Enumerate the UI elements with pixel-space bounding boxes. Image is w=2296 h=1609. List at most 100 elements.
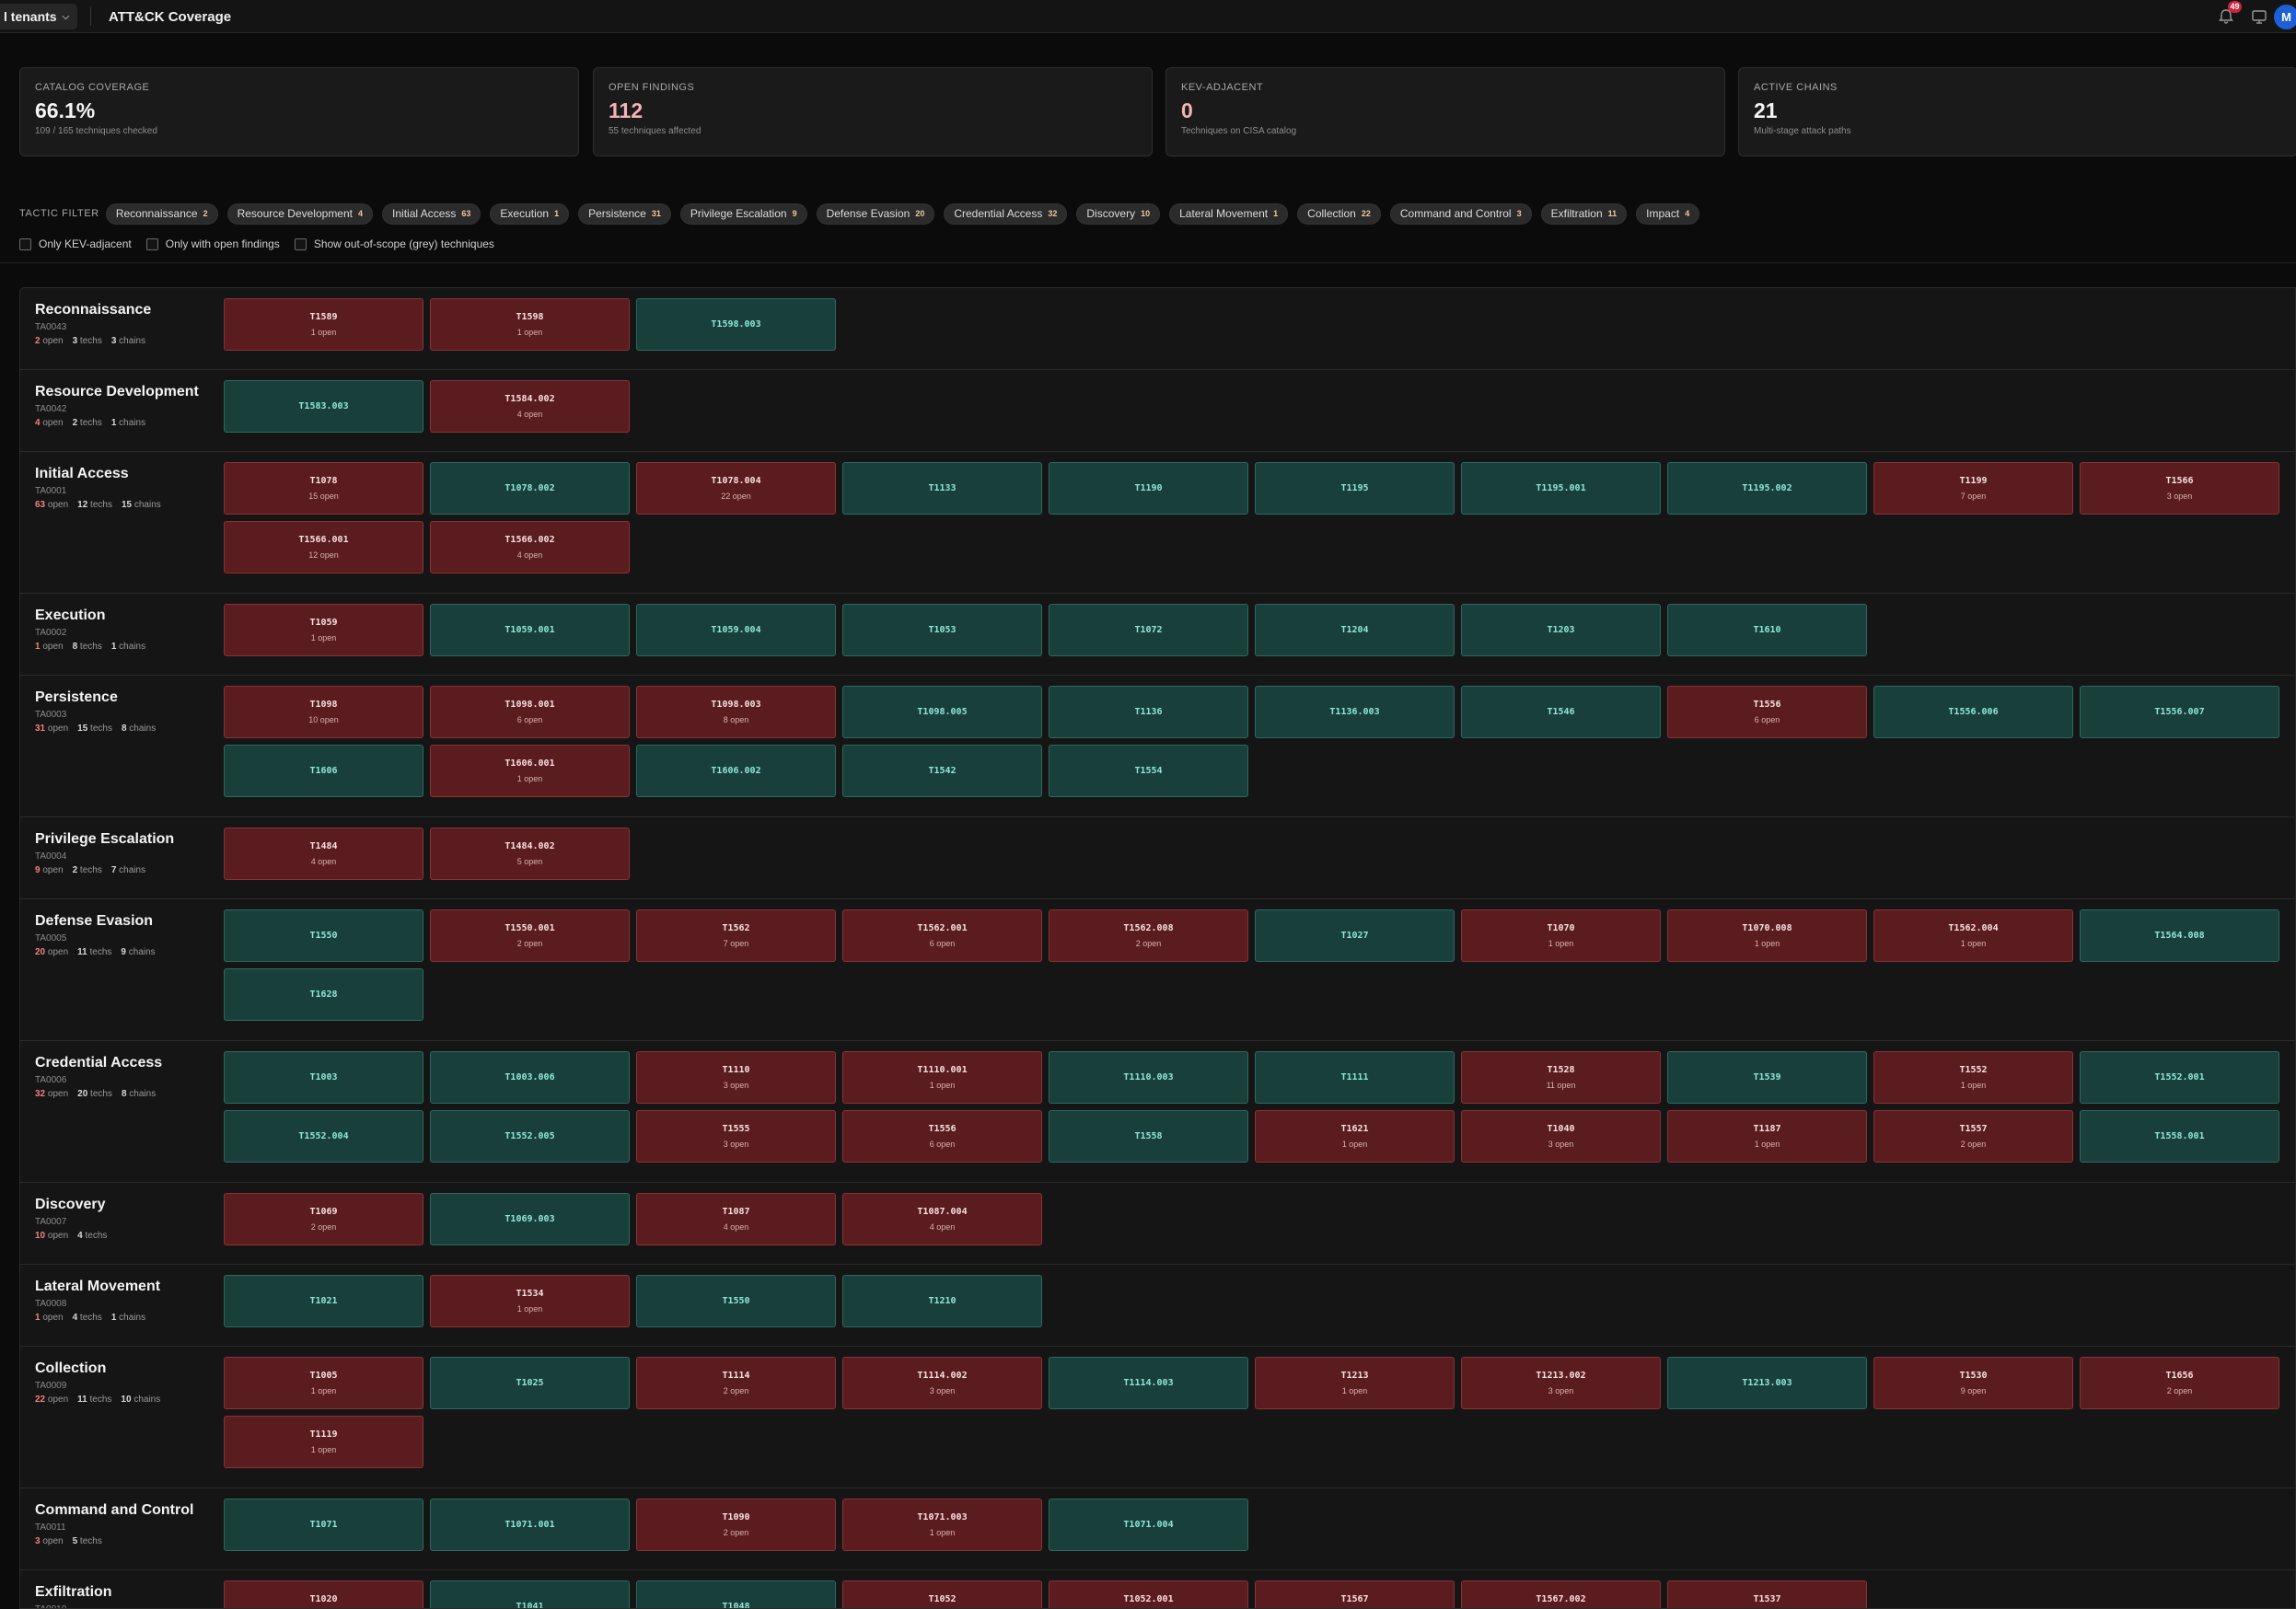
technique-tile-finding[interactable]: T1040 3 open — [1461, 1110, 1661, 1163]
technique-tile-finding[interactable]: T1484.002 5 open — [430, 828, 630, 880]
technique-tile-covered[interactable]: T1628 — [224, 968, 423, 1021]
technique-tile-finding[interactable]: T1070.008 1 open — [1667, 909, 1867, 962]
technique-tile-covered[interactable]: T1556.006 — [1873, 686, 2073, 738]
technique-tile-finding[interactable]: T1069 2 open — [224, 1193, 423, 1245]
technique-tile-finding[interactable]: T1114.002 3 open — [842, 1357, 1042, 1409]
technique-tile-finding[interactable]: T1534 1 open — [430, 1275, 630, 1327]
technique-tile-covered[interactable]: T1546 — [1461, 686, 1661, 738]
technique-tile-covered[interactable]: T1564.008 — [2080, 909, 2279, 962]
technique-tile-covered[interactable]: T1025 — [430, 1357, 630, 1409]
tactic-filter-chip[interactable]: Execution 1 — [490, 203, 570, 225]
technique-tile-covered[interactable]: T1003 — [224, 1051, 423, 1104]
technique-tile-covered[interactable]: T1136 — [1049, 686, 1248, 738]
filter-checkbox[interactable]: Only with open findings — [145, 237, 280, 250]
technique-tile-covered[interactable]: T1606.002 — [636, 745, 836, 797]
technique-tile-covered[interactable]: T1554 — [1049, 745, 1248, 797]
technique-tile-covered[interactable]: T1041 — [430, 1580, 630, 1608]
technique-tile-covered[interactable]: T1204 — [1255, 604, 1455, 656]
technique-tile-covered[interactable]: T1027 — [1255, 909, 1455, 962]
checkbox-box[interactable] — [145, 237, 158, 250]
filter-checkbox[interactable]: Show out-of-scope (grey) techniques — [294, 237, 494, 250]
technique-tile-finding[interactable]: T1550.001 2 open — [430, 909, 630, 962]
tactic-filter-chip[interactable]: Reconnaissance 2 — [105, 203, 218, 225]
technique-tile-finding[interactable]: T1556 6 open — [1667, 686, 1867, 738]
tenant-selector[interactable]: l tenants ⌵ — [0, 4, 77, 29]
technique-tile-covered[interactable]: T1136.003 — [1255, 686, 1455, 738]
technique-tile-finding[interactable]: T1566.002 4 open — [430, 521, 630, 573]
tactic-filter-chip[interactable]: Initial Access 63 — [382, 203, 481, 225]
technique-tile-finding[interactable]: T15371 open — [1667, 1580, 1867, 1608]
technique-tile-finding[interactable]: T1562.004 1 open — [1873, 909, 2073, 962]
technique-tile-finding[interactable]: T1584.002 4 open — [430, 380, 630, 433]
technique-tile-finding[interactable]: T1110 3 open — [636, 1051, 836, 1104]
technique-tile-finding[interactable]: T1213.002 3 open — [1461, 1357, 1661, 1409]
technique-tile-covered[interactable]: T1114.003 — [1049, 1357, 1248, 1409]
technique-tile-covered[interactable]: T1542 — [842, 745, 1042, 797]
technique-tile-covered[interactable]: T1213.003 — [1667, 1357, 1867, 1409]
technique-tile-covered[interactable]: T1190 — [1049, 462, 1248, 515]
technique-tile-covered[interactable]: T1048 — [636, 1580, 836, 1608]
technique-tile-finding[interactable]: T1090 2 open — [636, 1499, 836, 1551]
technique-tile-finding[interactable]: T1070 1 open — [1461, 909, 1661, 962]
checkbox-box[interactable] — [294, 237, 307, 250]
technique-tile-covered[interactable]: T1059.001 — [430, 604, 630, 656]
technique-tile-finding[interactable]: T1213 1 open — [1255, 1357, 1455, 1409]
technique-tile-finding[interactable]: T1530 9 open — [1873, 1357, 2073, 1409]
technique-tile-finding[interactable]: T1562 7 open — [636, 909, 836, 962]
technique-tile-finding[interactable]: T1110.001 1 open — [842, 1051, 1042, 1104]
tactic-filter-chip[interactable]: Resource Development 4 — [226, 203, 374, 225]
technique-tile-covered[interactable]: T1078.002 — [430, 462, 630, 515]
technique-tile-finding[interactable]: T1059 1 open — [224, 604, 423, 656]
technique-tile-finding[interactable]: T1187 1 open — [1667, 1110, 1867, 1163]
technique-tile-covered[interactable]: T1195.002 — [1667, 462, 1867, 515]
technique-tile-finding[interactable]: T1552 1 open — [1873, 1051, 2073, 1104]
tactic-filter-chip[interactable]: Privilege Escalation 9 — [679, 203, 807, 225]
technique-tile-finding[interactable]: T15674 open — [1255, 1580, 1455, 1608]
technique-tile-finding[interactable]: T1528 11 open — [1461, 1051, 1661, 1104]
technique-tile-finding[interactable]: T1606.001 1 open — [430, 745, 630, 797]
technique-tile-finding[interactable]: T1078 15 open — [224, 462, 423, 515]
tactic-filter-chip[interactable]: Impact 4 — [1636, 203, 1700, 225]
technique-tile-covered[interactable]: T1003.006 — [430, 1051, 630, 1104]
technique-tile-finding[interactable]: T1598 1 open — [430, 298, 630, 351]
technique-tile-covered[interactable]: T1195 — [1255, 462, 1455, 515]
tactic-filter-chip[interactable]: Discovery 10 — [1076, 203, 1161, 225]
tactic-filter-chip[interactable]: Command and Control 3 — [1389, 203, 1532, 225]
technique-tile-finding[interactable]: T10201 open — [224, 1580, 423, 1608]
tactic-filter-chip[interactable]: Defense Evasion 20 — [816, 203, 935, 225]
technique-tile-finding[interactable]: T1562.001 6 open — [842, 909, 1042, 962]
technique-tile-finding[interactable]: T1566 3 open — [2080, 462, 2279, 515]
technique-tile-covered[interactable]: T1552.004 — [224, 1110, 423, 1163]
technique-tile-finding[interactable]: T1087 4 open — [636, 1193, 836, 1245]
technique-tile-finding[interactable]: T1078.004 22 open — [636, 462, 836, 515]
technique-tile-covered[interactable]: T1195.001 — [1461, 462, 1661, 515]
technique-tile-covered[interactable]: T1071.004 — [1049, 1499, 1248, 1551]
tactic-filter-chip[interactable]: Lateral Movement 1 — [1169, 203, 1289, 225]
technique-tile-finding[interactable]: T1557 2 open — [1873, 1110, 2073, 1163]
technique-tile-finding[interactable]: T1098.003 8 open — [636, 686, 836, 738]
technique-tile-covered[interactable]: T1210 — [842, 1275, 1042, 1327]
checkbox-box[interactable] — [19, 237, 31, 250]
technique-tile-covered[interactable]: T1558.001 — [2080, 1110, 2279, 1163]
technique-tile-covered[interactable]: T1069.003 — [430, 1193, 630, 1245]
technique-tile-finding[interactable]: T1656 2 open — [2080, 1357, 2279, 1409]
technique-tile-covered[interactable]: T1059.004 — [636, 604, 836, 656]
monitor-icon[interactable] — [2250, 7, 2268, 26]
tactic-filter-chip[interactable]: Exfiltration 11 — [1540, 203, 1628, 225]
technique-tile-finding[interactable]: T1566.001 12 open — [224, 521, 423, 573]
technique-tile-covered[interactable]: T1133 — [842, 462, 1042, 515]
technique-tile-finding[interactable]: T1071.003 1 open — [842, 1499, 1042, 1551]
technique-tile-finding[interactable]: T1556 6 open — [842, 1110, 1042, 1163]
technique-tile-covered[interactable]: T1552.001 — [2080, 1051, 2279, 1104]
technique-tile-finding[interactable]: T1098 10 open — [224, 686, 423, 738]
technique-tile-covered[interactable]: T1021 — [224, 1275, 423, 1327]
technique-tile-covered[interactable]: T1598.003 — [636, 298, 836, 351]
filter-checkbox[interactable]: Only KEV-adjacent — [19, 237, 132, 250]
technique-tile-finding[interactable]: T1589 1 open — [224, 298, 423, 351]
technique-tile-finding[interactable]: T1562.008 2 open — [1049, 909, 1248, 962]
technique-tile-covered[interactable]: T1053 — [842, 604, 1042, 656]
technique-tile-covered[interactable]: T1550 — [224, 909, 423, 962]
technique-tile-covered[interactable]: T1110.003 — [1049, 1051, 1248, 1104]
technique-tile-covered[interactable]: T1071 — [224, 1499, 423, 1551]
